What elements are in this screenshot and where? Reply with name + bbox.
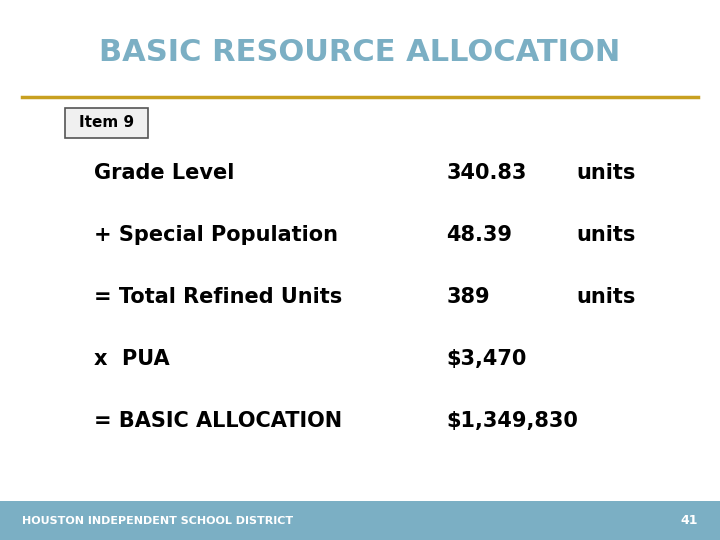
Text: 340.83: 340.83 <box>446 163 527 183</box>
Text: units: units <box>576 225 635 245</box>
Text: $1,349,830: $1,349,830 <box>446 411 578 431</box>
Text: units: units <box>576 163 635 183</box>
FancyBboxPatch shape <box>65 108 148 138</box>
FancyBboxPatch shape <box>0 501 720 540</box>
Text: $3,470: $3,470 <box>446 349 527 369</box>
Text: + Special Population: + Special Population <box>94 225 338 245</box>
Text: 41: 41 <box>681 514 698 527</box>
Text: = BASIC ALLOCATION: = BASIC ALLOCATION <box>94 411 342 431</box>
Text: 389: 389 <box>446 287 490 307</box>
Text: HOUSTON INDEPENDENT SCHOOL DISTRICT: HOUSTON INDEPENDENT SCHOOL DISTRICT <box>22 516 293 525</box>
Text: 48.39: 48.39 <box>446 225 513 245</box>
Text: x  PUA: x PUA <box>94 349 169 369</box>
Text: Item 9: Item 9 <box>78 116 134 130</box>
Text: units: units <box>576 287 635 307</box>
Text: = Total Refined Units: = Total Refined Units <box>94 287 342 307</box>
Text: BASIC RESOURCE ALLOCATION: BASIC RESOURCE ALLOCATION <box>99 38 621 67</box>
Text: Grade Level: Grade Level <box>94 163 234 183</box>
